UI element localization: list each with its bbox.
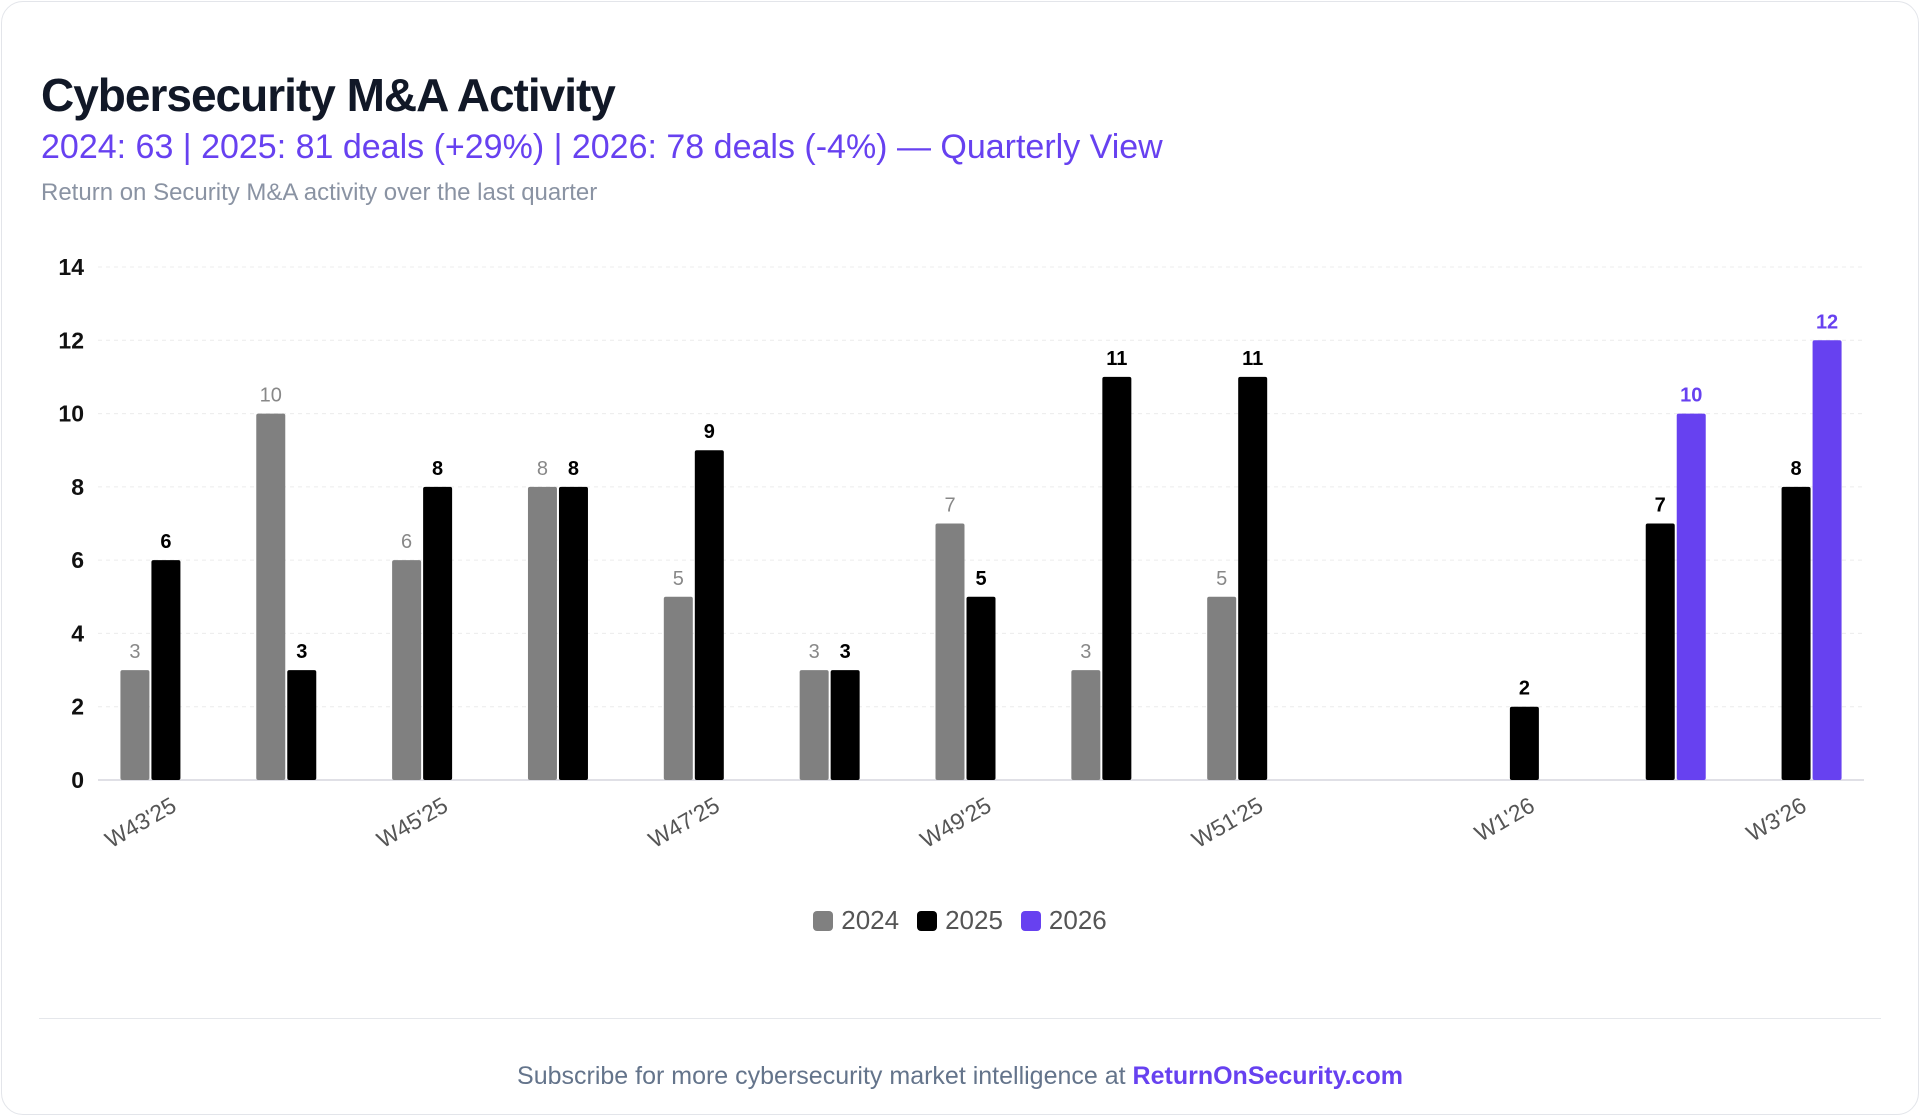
legend-item-2025[interactable]: 2025 xyxy=(917,905,1003,936)
bar-2024-W47'25[interactable] xyxy=(663,596,693,780)
bar-2026-W2'26[interactable] xyxy=(1676,413,1706,780)
data-label: 6 xyxy=(160,531,171,553)
legend-label: 2026 xyxy=(1048,905,1107,935)
data-label: 3 xyxy=(129,641,140,663)
legend-label: 2025 xyxy=(945,905,1003,935)
footer-divider xyxy=(39,1018,1881,1019)
bar-2025-W2'26[interactable] xyxy=(1645,523,1675,781)
data-label: 11 xyxy=(1106,348,1127,370)
bar-2024-W43'25[interactable] xyxy=(120,670,150,780)
data-label: 3 xyxy=(809,641,820,663)
data-label: 5 xyxy=(673,568,684,590)
chart-title: Cybersecurity M&A Activity xyxy=(41,69,616,121)
y-tick-label: 8 xyxy=(71,474,84,500)
data-label: 3 xyxy=(840,641,851,663)
legend: 2024 2025 2026 xyxy=(0,905,1920,936)
data-label: 2 xyxy=(1519,678,1530,700)
bar-2024-W49'25[interactable] xyxy=(935,523,965,781)
data-label: 5 xyxy=(1216,568,1227,590)
y-tick-label: 14 xyxy=(58,254,84,280)
x-tick-label: W49'25 xyxy=(916,792,996,853)
data-label: 12 xyxy=(1816,311,1838,333)
data-label: 10 xyxy=(260,385,282,407)
legend-item-2024[interactable]: 2024 xyxy=(813,905,899,936)
bar-2024-W45'25[interactable] xyxy=(392,560,422,780)
data-label: 5 xyxy=(975,568,986,590)
x-tick-label: W3'26 xyxy=(1742,792,1811,847)
bar-2024-W51'25[interactable] xyxy=(1207,596,1237,780)
data-label: 11 xyxy=(1242,348,1263,370)
bar-2025-W3'26[interactable] xyxy=(1781,486,1811,780)
bar-2025-W43'25[interactable] xyxy=(151,560,181,780)
data-label: 8 xyxy=(537,458,548,480)
data-label: 7 xyxy=(1655,495,1666,517)
x-tick-label: W51'25 xyxy=(1187,792,1267,853)
legend-swatch xyxy=(813,910,834,931)
legend-swatch xyxy=(1020,910,1041,931)
x-tick-label: W45'25 xyxy=(372,792,452,853)
y-tick-label: 2 xyxy=(71,694,84,720)
data-label: 3 xyxy=(1080,641,1091,663)
x-tick-label: W43'25 xyxy=(101,792,181,853)
y-tick-label: 0 xyxy=(71,767,84,793)
y-tick-label: 12 xyxy=(58,327,84,353)
bar-2024-W44'25[interactable] xyxy=(256,413,286,780)
data-label: 10 xyxy=(1680,385,1702,407)
bar-2025-W50'25[interactable] xyxy=(1102,376,1132,780)
legend-item-2026[interactable]: 2026 xyxy=(1020,905,1107,936)
legend-label: 2024 xyxy=(841,905,900,935)
y-tick-label: 10 xyxy=(58,401,84,427)
chart-subtitle: 2024: 63 | 2025: 81 deals (+29%) | 2026:… xyxy=(41,128,1163,166)
data-label: 6 xyxy=(401,531,412,553)
bar-2025-W47'25[interactable] xyxy=(694,450,724,780)
bar-2026-W3'26[interactable] xyxy=(1812,340,1842,780)
data-label: 7 xyxy=(944,495,955,517)
data-label: 8 xyxy=(568,458,579,480)
x-tick-label: W1'26 xyxy=(1470,792,1539,847)
data-label: 8 xyxy=(432,458,443,480)
bar-2024-W48'25[interactable] xyxy=(799,670,829,780)
footer-link[interactable]: ReturnOnSecurity.com xyxy=(1132,1062,1403,1090)
bar-2025-W48'25[interactable] xyxy=(830,670,860,780)
bar-2024-W46'25[interactable] xyxy=(527,486,557,780)
chart-description: Return on Security M&A activity over the… xyxy=(41,179,598,206)
footer-text: Subscribe for more cybersecurity market … xyxy=(517,1062,1133,1090)
bar-2025-W51'25[interactable] xyxy=(1238,376,1268,780)
bar-2025-W49'25[interactable] xyxy=(966,596,996,780)
data-label: 8 xyxy=(1791,458,1802,480)
bar-2025-W1'26[interactable] xyxy=(1509,706,1539,780)
data-label: 9 xyxy=(704,421,715,443)
bar-2024-W50'25[interactable] xyxy=(1071,670,1101,780)
bar-2025-W46'25[interactable] xyxy=(558,486,588,780)
bar-2025-W44'25[interactable] xyxy=(287,670,317,780)
data-label: 3 xyxy=(296,641,307,663)
footer: Subscribe for more cybersecurity market … xyxy=(0,1062,1920,1091)
x-tick-label: W47'25 xyxy=(644,792,724,853)
bar-2025-W45'25[interactable] xyxy=(423,486,453,780)
y-tick-label: 4 xyxy=(71,620,84,646)
legend-swatch xyxy=(917,910,938,931)
y-tick-label: 6 xyxy=(71,547,84,573)
